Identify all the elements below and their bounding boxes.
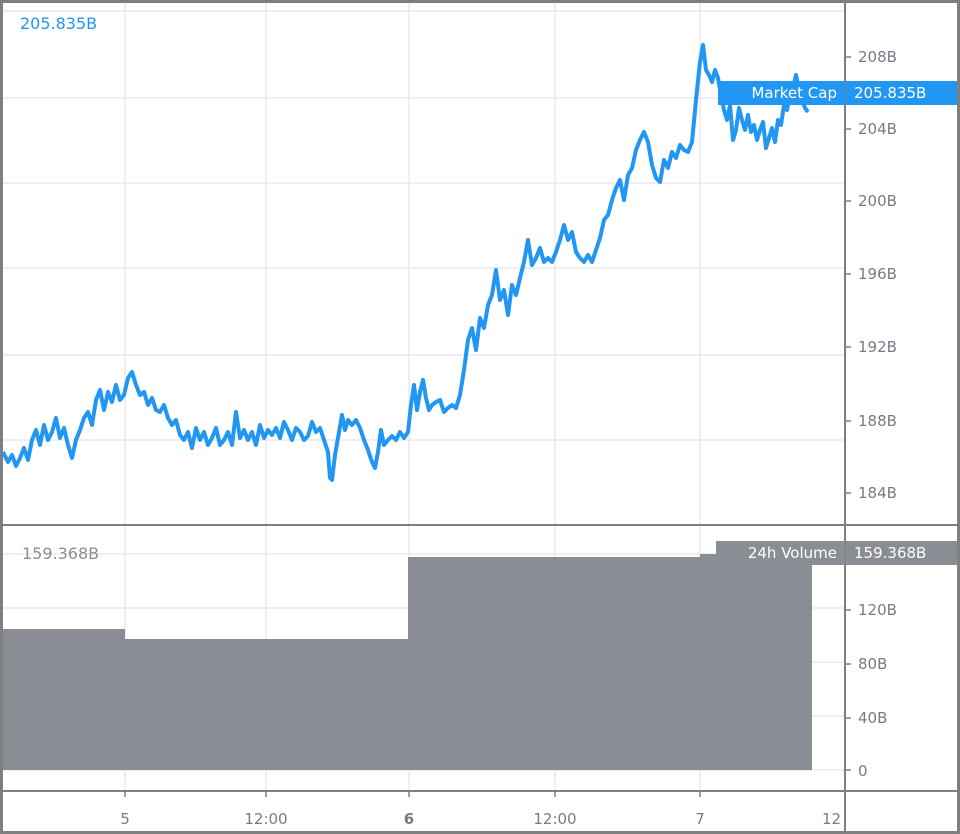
price-axis-ticks (845, 56, 851, 494)
market-cap-value-tag: 205.835B (846, 81, 957, 105)
price-tick-label: 188B (858, 412, 897, 430)
price-legend-value: 205.835B (20, 14, 98, 33)
price-tick-label: 196B (858, 265, 897, 283)
price-tick-label: 192B (858, 338, 897, 356)
x-tick-label: 12:00 (533, 810, 576, 828)
x-tick-label: 12:00 (244, 810, 287, 828)
market-cap-line[interactable] (1, 43, 810, 482)
price-tick-label: 204B (858, 120, 897, 138)
x-tick-label: 12 (822, 810, 841, 828)
price-gridlines (3, 10, 845, 441)
price-tick-label: 208B (858, 48, 897, 66)
volume-tick-label: 120B (858, 601, 897, 619)
price-tick-label: 200B (858, 192, 897, 210)
x-tick-label: 7 (695, 810, 705, 828)
volume-axis-ticks (845, 609, 851, 771)
x-axis-ticks (124, 791, 701, 797)
volume-value-tag: 159.368B (846, 541, 957, 565)
axis-corner (846, 792, 957, 831)
volume-bars[interactable] (3, 554, 812, 770)
x-tick-label: 5 (120, 810, 130, 828)
volume-tick-label: 0 (858, 762, 868, 780)
volume-legend-value: 159.368B (22, 544, 100, 563)
x-tick-label: 6 (404, 810, 414, 828)
volume-series-tag: 24h Volume (716, 541, 845, 565)
volume-tick-label: 40B (858, 709, 887, 727)
market-cap-series-tag: Market Cap (718, 81, 845, 105)
price-tick-label: 184B (858, 484, 897, 502)
volume-tick-label: 80B (858, 655, 887, 673)
